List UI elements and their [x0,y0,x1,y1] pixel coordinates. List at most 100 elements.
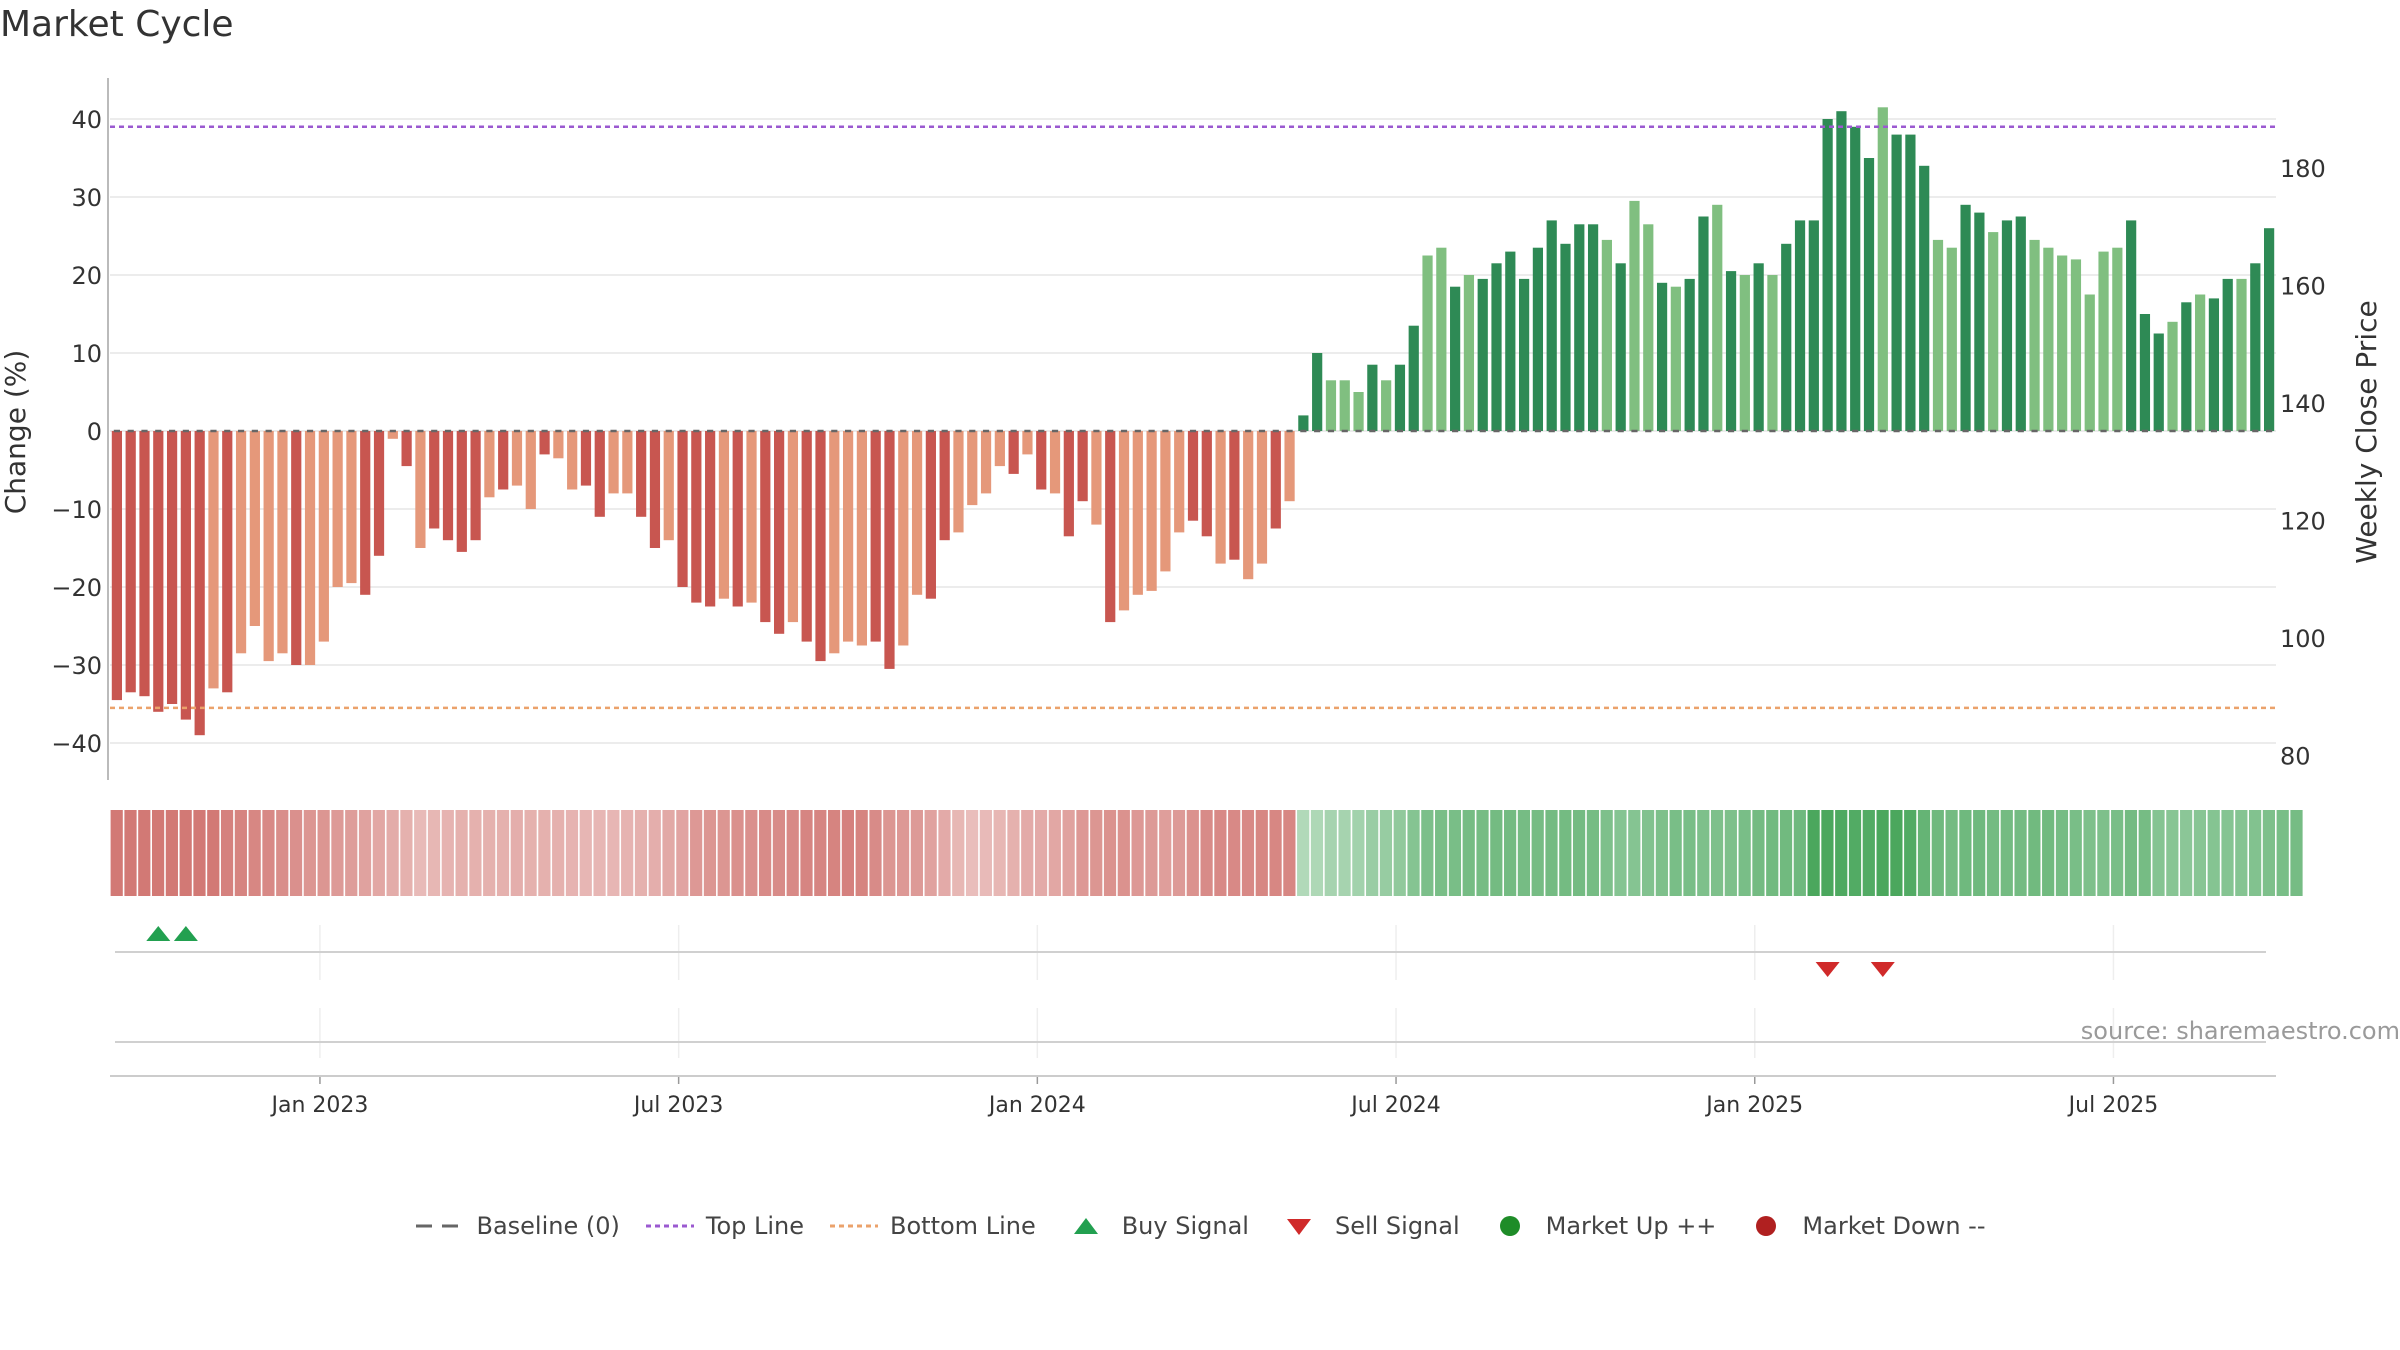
heatmap-cell [552,810,565,896]
y-axis-label-right: Weekly Close Price [2350,300,2383,563]
heatmap-cell [1021,810,1034,896]
heatmap-cell [1338,810,1351,896]
y-tick-label: −30 [51,652,102,680]
heatmap-cell [483,810,496,896]
heatmap-cell [234,810,247,896]
sell-signal-marker [1815,962,1840,977]
bar [1698,216,1709,431]
bar [2195,294,2206,431]
heatmap-cell [1186,810,1199,896]
bar [1974,212,1985,431]
bar [1988,232,1999,431]
heatmap-cell [1117,810,1130,896]
heatmap-cell [1048,810,1061,896]
bar [787,431,799,623]
heatmap-cell [1490,810,1503,896]
heatmap-cell [1435,810,1448,896]
legend-item-top-line[interactable]: Top Line [644,1212,804,1240]
heatmap-cell [1724,810,1737,896]
buy-signal-marker [173,926,198,941]
heatmap-cell [1600,810,1613,896]
bar [1174,431,1185,533]
heatmap-cell [2221,810,2234,896]
legend-item-baseline[interactable]: Baseline (0) [414,1212,620,1240]
bar [111,431,122,701]
legend-item-market-up[interactable]: Market Up ++ [1484,1212,1716,1240]
legend-item-bottom-line[interactable]: Bottom Line [828,1212,1036,1240]
bar [580,431,592,486]
bar [815,431,826,662]
heatmap-cell [772,810,786,896]
bar [939,431,950,541]
x-tick-label: Jan 2025 [1704,1093,1803,1118]
bar [1532,247,1544,431]
triangle-down-icon [1273,1214,1325,1238]
bar [2126,220,2137,431]
bar [2181,302,2192,431]
bar [842,431,854,642]
heatmap-cell [1517,810,1531,896]
heatmap-cell [800,810,813,896]
bar [2070,259,2082,431]
heatmap-cell [1628,810,1641,896]
bar [1960,204,1971,431]
bar [2084,294,2095,431]
heatmap-cell [648,810,661,896]
bar [1091,431,1102,525]
heatmap-cell [2124,810,2138,896]
y-tick-label: −40 [51,730,102,758]
bar [291,431,302,665]
heatmap-cell [1269,810,1282,896]
dash-line-icon [414,1214,466,1238]
heatmap-cell [1586,810,1599,896]
bar [387,431,398,439]
y-tick-label: 10 [71,340,102,368]
heatmap-cell [1214,810,1227,896]
bar [967,431,978,506]
heatmap-cell [1462,810,1475,896]
bar [2222,278,2233,431]
chart-title: Market Cycle [0,4,234,45]
bar [1656,282,1668,431]
bar [1450,286,1461,431]
bar [429,431,440,529]
red-dot-icon [1740,1214,1792,1238]
heatmap-cell [1904,810,1917,896]
bar [1049,431,1061,494]
bar [2112,247,2123,431]
bar [1891,134,1902,431]
bar [180,431,191,720]
bar [1270,431,1281,529]
bar [1063,431,1074,537]
heatmap-cell [1531,810,1544,896]
bar [249,431,260,626]
heatmap-cell [414,810,427,896]
heatmap-cell [1959,810,1972,896]
heatmap-cell [1559,810,1572,896]
bar [2167,321,2178,431]
y-tick-label: 0 [87,418,102,446]
heatmap-strip [110,810,2303,896]
bar [277,431,288,654]
heatmap-cell [1200,810,1213,896]
bar [1105,431,1116,623]
heatmap-cell [910,810,923,896]
heatmap-cell [1407,810,1420,896]
heatmap-cell [2028,810,2041,896]
heatmap-cell [1641,810,1655,896]
heatmap-cell [717,810,730,896]
heatmap-cell [1241,810,1255,896]
bar [1725,271,1737,431]
legend-item-sell-signal[interactable]: Sell Signal [1273,1212,1460,1240]
heatmap-cell [1076,810,1089,896]
bar [498,431,509,490]
bar [1684,278,1695,431]
bar [1794,220,1806,431]
bar [153,431,164,712]
heatmap-cell [276,810,289,896]
legend-item-buy-signal[interactable]: Buy Signal [1060,1212,1249,1240]
legend-item-market-down[interactable]: Market Down -- [1740,1212,1986,1240]
heatmap-cell [1986,810,2000,896]
bar [304,431,316,665]
heatmap-cell [759,810,772,896]
